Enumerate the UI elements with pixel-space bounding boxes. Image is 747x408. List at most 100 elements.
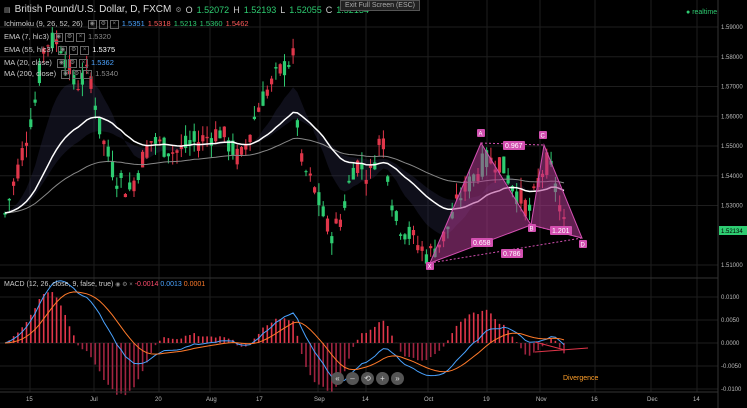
time-tick: 15	[26, 397, 33, 403]
candle-body	[515, 191, 519, 205]
macd-signal-line	[4, 291, 565, 373]
symbol-settings-icon[interactable]: ⚙	[175, 6, 182, 14]
candle-body	[37, 63, 41, 84]
time-tick: Aug	[206, 397, 217, 403]
indicator-ichimoku[interactable]: Ichimoku (9, 26, 52, 26) ◉ ⚙ × 1.5351 1.531…	[4, 19, 249, 29]
candle-body	[330, 236, 334, 244]
candle-body	[343, 201, 347, 208]
candle-body	[523, 200, 527, 217]
gear-icon: ⚙	[65, 33, 75, 42]
candle-body	[162, 137, 166, 157]
eye-icon: ◉	[87, 20, 97, 29]
candle-body	[502, 156, 506, 174]
pattern-point-x: X	[428, 265, 432, 271]
time-axis: 15 Jul 20 Aug 17 Sep 14 Oct 19 Nov 16 Dec 14	[26, 397, 700, 403]
harmonic-pattern: X A B C D 0.967 0.658 0.786 1.201	[426, 129, 587, 271]
macd-tick: 0.0000	[721, 341, 740, 347]
price-tick: 1.57000	[721, 85, 743, 91]
candle-body	[132, 180, 136, 192]
candle-body	[179, 145, 183, 149]
candle-body	[282, 61, 287, 76]
candle-body	[360, 163, 364, 170]
candle-body	[334, 218, 338, 224]
symbol-title: British Pound/U.S. Dollar, D, FXCM	[14, 4, 172, 15]
pattern-ratio: 1.201	[552, 228, 570, 235]
price-tick: 1.55000	[721, 144, 743, 150]
symbol-header: ▤ British Pound/U.S. Dollar, D, FXCM ⚙ O…	[4, 4, 369, 15]
candle-body	[119, 173, 123, 178]
open-label: O	[185, 4, 193, 15]
candle-body	[76, 89, 80, 91]
eye-icon: ◉	[61, 70, 71, 79]
candle-body	[377, 138, 381, 145]
candle-body	[192, 131, 196, 142]
chart-navigation[interactable]: « – ⟲ + »	[331, 372, 404, 385]
indicator-ma200[interactable]: MA (200, close) ◉ ⚙ × 1.5340	[4, 69, 119, 79]
candle-body	[510, 186, 514, 192]
candle-body	[252, 116, 256, 120]
candle-body	[20, 148, 24, 161]
reset-icon[interactable]: ⟲	[361, 372, 374, 385]
pattern-ratio: 0.786	[503, 251, 521, 258]
price-tick: 1.51000	[721, 263, 743, 269]
candle-body	[145, 144, 149, 158]
candle-body	[231, 140, 235, 155]
scroll-right-icon[interactable]: »	[391, 372, 404, 385]
symbol-menu-icon[interactable]: ▤	[4, 6, 11, 14]
macd-header[interactable]: MACD (12, 26, close, 9, false, true) ◉ ⚙…	[4, 281, 206, 288]
candle-body	[390, 205, 394, 211]
realtime-indicator: ● realtime	[686, 9, 718, 16]
candle-body	[429, 246, 433, 249]
candle-body	[497, 157, 502, 173]
close-icon: ×	[80, 46, 90, 55]
candle-body	[338, 219, 342, 227]
candle-body	[274, 67, 278, 69]
candle-body	[209, 138, 213, 146]
indicator-ema55[interactable]: EMA (55, hlc3) ◉ ⚙ × 1.5375	[4, 45, 116, 55]
candle-body	[188, 140, 192, 145]
indicator-ema7[interactable]: EMA (7, hlc3) ◉ ⚙ × 1.5320	[4, 32, 111, 42]
candle-body	[102, 140, 106, 145]
candle-body	[33, 99, 37, 103]
price-tick: 1.54000	[721, 174, 743, 180]
candle-body	[399, 234, 403, 236]
candle-body	[291, 48, 295, 56]
candle-body	[454, 194, 459, 199]
candle-body	[222, 126, 226, 138]
zoom-out-icon[interactable]: –	[346, 372, 359, 385]
candle-body	[24, 142, 29, 146]
candle-body	[295, 120, 299, 128]
exit-fullscreen-button[interactable]: Exit Full Screen (ESC)	[340, 0, 421, 11]
candle-body	[89, 76, 93, 89]
candle-body	[115, 185, 119, 189]
candle-body	[270, 78, 274, 85]
candle-body	[300, 153, 304, 162]
zoom-in-icon[interactable]: +	[376, 372, 389, 385]
candle-body	[46, 45, 50, 47]
candle-body	[420, 246, 424, 251]
divergence-label: Divergence	[563, 375, 599, 382]
candle-body	[98, 117, 102, 135]
candle-body	[12, 181, 16, 186]
candle-body	[80, 72, 84, 85]
candle-body	[287, 65, 291, 67]
candle-body	[205, 136, 209, 139]
ichimoku-cloud	[5, 79, 564, 235]
candle-body	[175, 150, 179, 153]
candle-body	[106, 146, 110, 157]
pattern-point-c: C	[541, 134, 546, 140]
divergence-lines	[534, 341, 589, 353]
scroll-left-icon[interactable]: «	[331, 372, 344, 385]
low-value: 1.52055	[289, 4, 322, 15]
gear-icon: ⚙	[67, 59, 77, 68]
close-icon: ×	[76, 33, 86, 42]
candle-body	[373, 162, 377, 170]
indicator-ma20[interactable]: MA (20, close) ◉ ⚙ × 1.5362	[4, 58, 114, 68]
candle-body	[265, 89, 269, 96]
time-tick: Oct	[424, 397, 434, 403]
macd-axis: 0.0100 0.0050 0.0000 -0.0050 -0.0100	[721, 295, 742, 393]
time-tick: Dec	[647, 397, 658, 403]
time-tick: 14	[693, 397, 700, 403]
current-price-tag	[719, 226, 747, 235]
